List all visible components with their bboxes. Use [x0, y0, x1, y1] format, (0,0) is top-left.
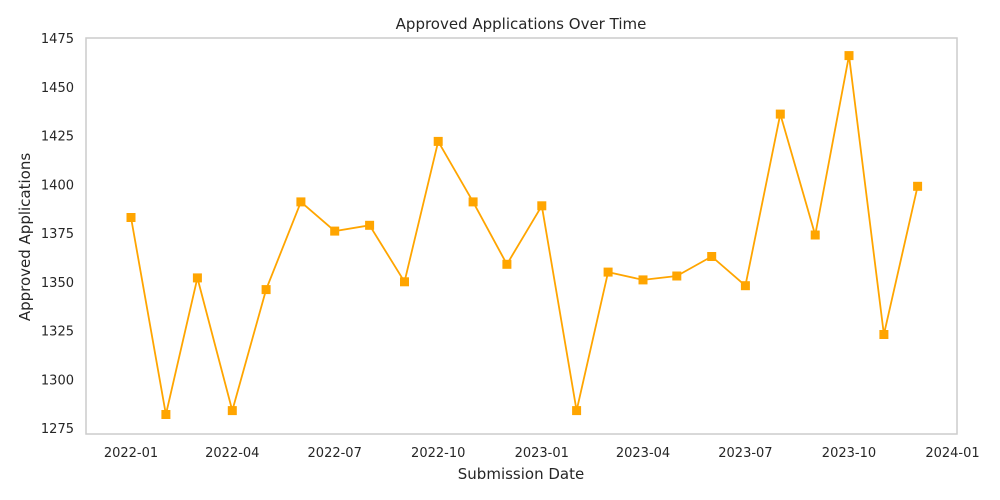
data-point-2022-03-01 — [192, 273, 202, 283]
data-point-2022-11-01 — [468, 197, 478, 207]
data-point-2023-10-01 — [844, 51, 854, 61]
data-point-2023-09-01 — [810, 230, 820, 240]
data-point-2023-08-01 — [775, 109, 785, 119]
data-point-2023-06-01 — [707, 252, 717, 261]
y-tick-label: 1400 — [41, 178, 74, 193]
data-point-2022-04-01 — [227, 406, 237, 416]
y-tick-label: 1350 — [41, 276, 74, 291]
x-tick-label: 2022-10 — [411, 446, 465, 461]
plot-area — [85, 37, 958, 435]
data-point-2022-01-01 — [126, 213, 136, 222]
x-tick-label: 2023-07 — [718, 446, 772, 461]
data-point-2022-07-01 — [330, 226, 340, 236]
data-point-2023-04-01 — [638, 275, 648, 285]
data-point-2023-03-01 — [603, 267, 613, 277]
y-tick-label: 1450 — [41, 81, 74, 96]
data-point-2023-01-01 — [537, 201, 547, 211]
data-point-2022-05-01 — [261, 285, 271, 295]
x-tick-label: 2024-01 — [925, 446, 979, 461]
x-tick-label: 2022-07 — [308, 446, 362, 461]
data-point-2022-12-01 — [502, 259, 512, 269]
x-tick-label: 2023-04 — [616, 446, 670, 461]
axes: 1275 1300 1325 1350 1375 1400 1425 1450 1475 2022… — [41, 32, 980, 461]
data-point-2023-05-01 — [672, 271, 682, 281]
data-point-2022-10-01 — [433, 136, 443, 146]
y-tick-label: 1475 — [41, 32, 74, 47]
x-tick-label: 2023-01 — [515, 446, 569, 461]
chart-title: Approved Applications Over Time — [396, 15, 647, 33]
x-tick-label: 2022-01 — [104, 446, 158, 461]
data-point-2022-06-01 — [296, 197, 306, 207]
data-point-2023-12-01 — [913, 181, 923, 191]
y-tick-label: 1425 — [41, 130, 74, 145]
y-tick-label: 1275 — [41, 422, 74, 437]
data-point-2022-09-01 — [400, 277, 409, 287]
data-point-2023-07-01 — [740, 281, 750, 291]
data-point-2023-11-01 — [879, 330, 889, 339]
x-tick-label: 2022-04 — [205, 446, 259, 461]
x-tick-label: 2023-10 — [822, 446, 876, 461]
y-tick-label: 1325 — [41, 325, 74, 340]
y-axis-title: Approved Applications — [16, 153, 34, 322]
series-layer — [126, 51, 923, 419]
data-point-2022-08-01 — [365, 220, 375, 230]
y-tick-label: 1375 — [41, 227, 74, 242]
series-line — [130, 54, 919, 416]
x-axis-title: Submission Date — [458, 465, 584, 483]
data-point-2023-02-01 — [572, 406, 582, 416]
y-tick-label: 1300 — [41, 373, 74, 388]
data-point-2022-02-01 — [161, 410, 171, 419]
